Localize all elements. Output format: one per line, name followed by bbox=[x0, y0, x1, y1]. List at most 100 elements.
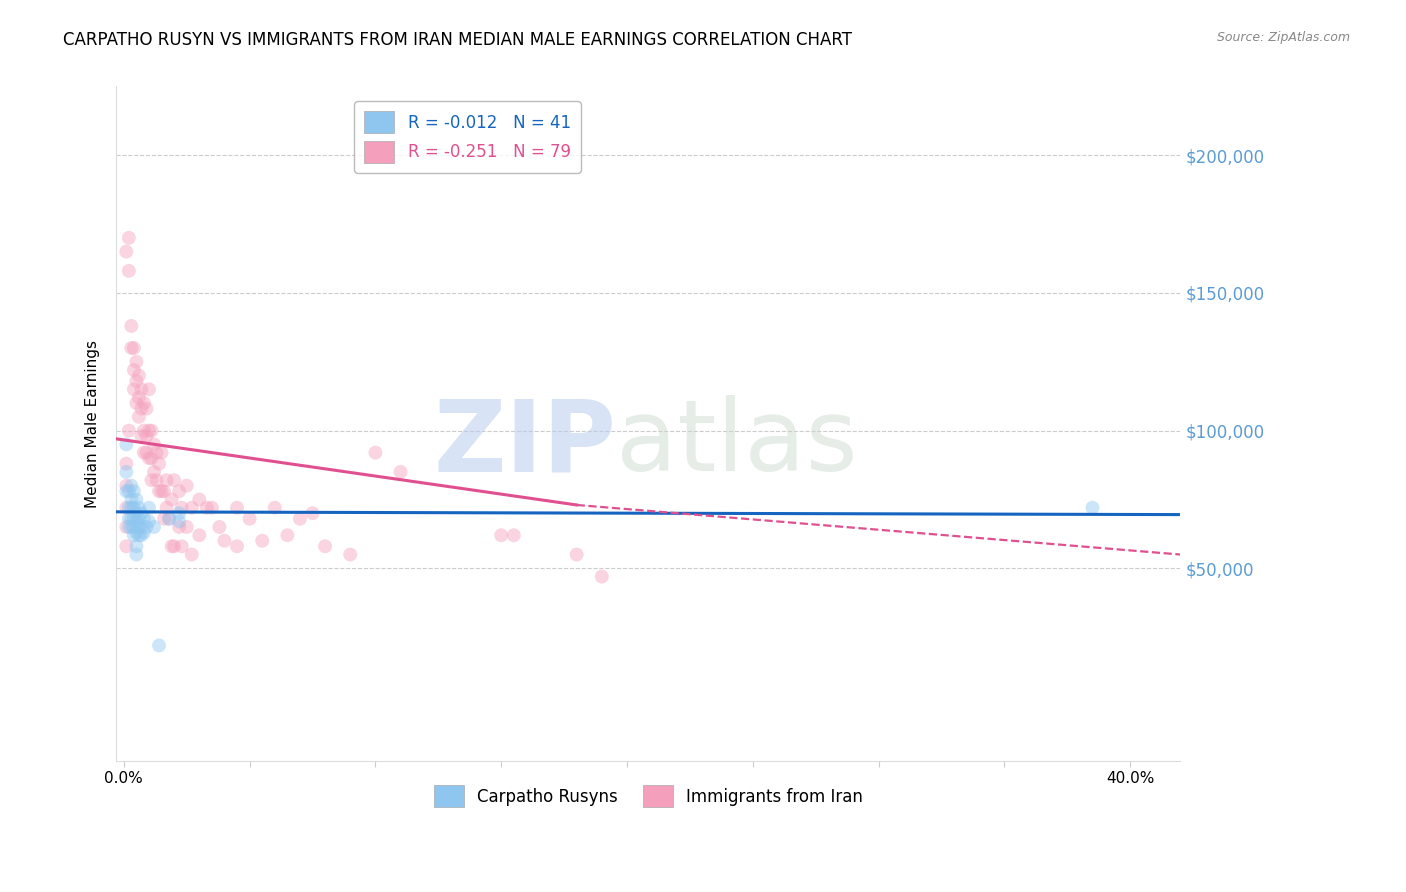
Point bbox=[288, 512, 311, 526]
Point bbox=[128, 409, 150, 424]
Point bbox=[167, 520, 190, 534]
Point bbox=[128, 500, 150, 515]
Point bbox=[125, 355, 148, 369]
Point bbox=[141, 473, 163, 487]
Point bbox=[160, 539, 183, 553]
Point bbox=[118, 500, 141, 515]
Point bbox=[195, 500, 218, 515]
Point bbox=[143, 465, 166, 479]
Point bbox=[122, 484, 145, 499]
Point bbox=[125, 539, 148, 553]
Point bbox=[138, 424, 160, 438]
Point bbox=[128, 512, 150, 526]
Point bbox=[118, 424, 141, 438]
Point bbox=[135, 520, 157, 534]
Point bbox=[128, 368, 150, 383]
Point bbox=[163, 473, 186, 487]
Point bbox=[170, 539, 193, 553]
Point bbox=[214, 533, 236, 548]
Point bbox=[115, 539, 138, 553]
Point bbox=[141, 424, 163, 438]
Point bbox=[150, 445, 173, 459]
Point bbox=[122, 363, 145, 377]
Point bbox=[1081, 500, 1104, 515]
Point bbox=[120, 500, 142, 515]
Point bbox=[115, 478, 138, 492]
Point bbox=[128, 520, 150, 534]
Point bbox=[163, 539, 186, 553]
Point bbox=[120, 318, 142, 333]
Text: ZIP: ZIP bbox=[433, 395, 616, 492]
Point bbox=[145, 445, 167, 459]
Point bbox=[135, 445, 157, 459]
Point bbox=[120, 512, 142, 526]
Point bbox=[115, 465, 138, 479]
Point bbox=[120, 478, 142, 492]
Point bbox=[138, 382, 160, 396]
Point bbox=[314, 539, 336, 553]
Point bbox=[157, 512, 180, 526]
Point bbox=[250, 533, 273, 548]
Point bbox=[153, 512, 176, 526]
Point bbox=[131, 429, 153, 443]
Point bbox=[143, 437, 166, 451]
Point bbox=[201, 500, 224, 515]
Point bbox=[125, 506, 148, 520]
Text: CARPATHO RUSYN VS IMMIGRANTS FROM IRAN MEDIAN MALE EARNINGS CORRELATION CHART: CARPATHO RUSYN VS IMMIGRANTS FROM IRAN M… bbox=[63, 31, 852, 49]
Point bbox=[565, 548, 588, 562]
Point bbox=[131, 401, 153, 416]
Point bbox=[502, 528, 524, 542]
Point bbox=[176, 520, 198, 534]
Point bbox=[122, 528, 145, 542]
Point bbox=[148, 457, 170, 471]
Point bbox=[125, 396, 148, 410]
Point bbox=[148, 639, 170, 653]
Point bbox=[138, 515, 160, 529]
Point bbox=[132, 445, 155, 459]
Point bbox=[157, 512, 180, 526]
Point bbox=[120, 341, 142, 355]
Point bbox=[132, 396, 155, 410]
Point bbox=[180, 548, 202, 562]
Point bbox=[301, 506, 323, 520]
Point bbox=[167, 506, 190, 520]
Point bbox=[150, 484, 173, 499]
Point bbox=[276, 528, 298, 542]
Point bbox=[115, 437, 138, 451]
Point bbox=[118, 231, 141, 245]
Point bbox=[122, 341, 145, 355]
Point bbox=[160, 492, 183, 507]
Point bbox=[364, 445, 387, 459]
Point bbox=[239, 512, 262, 526]
Y-axis label: Median Male Earnings: Median Male Earnings bbox=[86, 340, 100, 508]
Point bbox=[120, 492, 142, 507]
Point bbox=[489, 528, 512, 542]
Point bbox=[118, 264, 141, 278]
Point bbox=[138, 500, 160, 515]
Point bbox=[188, 492, 211, 507]
Point bbox=[226, 500, 249, 515]
Point bbox=[122, 382, 145, 396]
Point bbox=[128, 391, 150, 405]
Point bbox=[167, 484, 190, 499]
Point bbox=[591, 569, 613, 583]
Point bbox=[132, 424, 155, 438]
Point bbox=[118, 520, 141, 534]
Point bbox=[122, 512, 145, 526]
Point bbox=[389, 465, 412, 479]
Point bbox=[125, 515, 148, 529]
Point bbox=[170, 500, 193, 515]
Legend: Carpatho Rusyns, Immigrants from Iran: Carpatho Rusyns, Immigrants from Iran bbox=[427, 779, 870, 814]
Point bbox=[115, 244, 138, 259]
Point bbox=[125, 374, 148, 388]
Point bbox=[226, 539, 249, 553]
Point bbox=[115, 484, 138, 499]
Point bbox=[122, 520, 145, 534]
Point bbox=[115, 500, 138, 515]
Point bbox=[115, 520, 138, 534]
Point bbox=[145, 473, 167, 487]
Point bbox=[120, 520, 142, 534]
Point bbox=[131, 382, 153, 396]
Point bbox=[143, 520, 166, 534]
Point bbox=[180, 500, 202, 515]
